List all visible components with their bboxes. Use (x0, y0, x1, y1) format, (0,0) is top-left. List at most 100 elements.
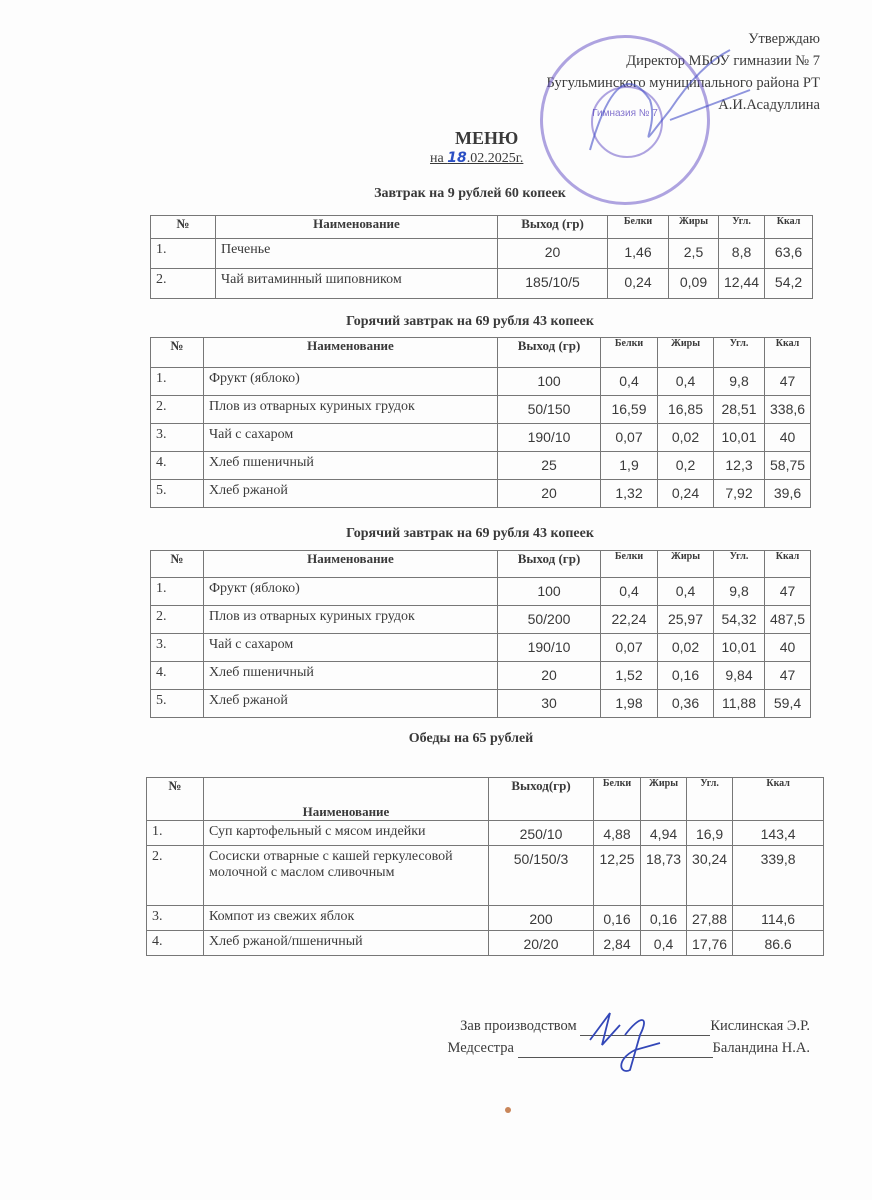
dish-name: Сосиски отварные с кашей геркулесовой мо… (203, 845, 489, 906)
carbs: 30,24 (686, 845, 734, 906)
column-header: Белки (593, 777, 641, 821)
carbs: 17,76 (686, 930, 734, 956)
dish-name: Хлеб ржаной (203, 479, 498, 508)
column-header: № (146, 777, 204, 821)
protein: 1,98 (600, 689, 658, 718)
column-header: Угл. (686, 777, 734, 821)
portion-weight: 20 (497, 661, 601, 690)
dish-name: Чай с сахаром (203, 633, 498, 662)
handwritten-signature (589, 1012, 661, 1072)
date-prefix: на (430, 151, 448, 166)
dish-name: Хлеб пшеничный (203, 451, 498, 480)
protein: 1,52 (600, 661, 658, 690)
row-number: 5. (150, 479, 204, 508)
protein: 0,24 (607, 268, 669, 299)
column-header: Выход(гр) (488, 777, 594, 821)
kcal: 47 (763, 577, 812, 606)
column-header: Наименование (203, 550, 498, 578)
table-row: 1. Печенье 20 1,46 2,5 8,8 63,6 (150, 238, 814, 269)
table-header-row: № Наименование Выход (гр) Белки Жиры Угл. Ккал (150, 550, 812, 578)
row-number: 5. (150, 689, 204, 718)
kcal: 39,6 (763, 479, 812, 508)
fat: 0,36 (657, 689, 714, 718)
kcal: 47 (763, 661, 812, 690)
row-number: 3. (146, 905, 204, 931)
fat: 0,16 (657, 661, 714, 690)
column-header: Ккал (763, 337, 812, 368)
portion-weight: 250/10 (488, 820, 594, 846)
approval-line: А.И.Асадуллина (718, 97, 820, 113)
fat: 18,73 (639, 845, 688, 906)
carbs: 10,01 (713, 423, 765, 452)
column-header: Ккал (763, 550, 812, 578)
carbs: 12,3 (713, 451, 765, 480)
kcal: 114,6 (732, 905, 825, 931)
menu-table: № Наименование Выход (гр) Белки Жиры Угл. Ккал… (150, 215, 814, 299)
row-number: 3. (150, 423, 204, 452)
dish-name: Компот из свежих яблок (203, 905, 489, 931)
row-number: 2. (146, 845, 204, 906)
column-header: Ккал (764, 215, 814, 239)
table-row: 1. Фрукт (яблоко) 100 0,4 0,4 9,8 47 (150, 367, 812, 396)
protein: 16,59 (600, 395, 658, 424)
kcal: 40 (763, 423, 812, 452)
protein: 0,4 (600, 577, 658, 606)
carbs: 9,84 (713, 661, 765, 690)
column-header: Белки (600, 550, 658, 578)
signature-line-production: Зав производством Кислинская Э.Р. (460, 1018, 810, 1036)
table-header-row: № Наименование Выход(гр) Белки Жиры Угл. Ккал (146, 777, 825, 821)
row-number: 1. (150, 367, 204, 396)
row-number: 1. (146, 820, 204, 846)
fat: 0,4 (657, 577, 714, 606)
table-row: 4. Хлеб пшеничный 25 1,9 0,2 12,3 58,75 (150, 451, 812, 480)
table-header-row: № Наименование Выход (гр) Белки Жиры Угл. Ккал (150, 215, 814, 239)
fat: 4,94 (639, 820, 688, 846)
stamp-text: Гимназия № 7 (592, 108, 658, 119)
row-number: 1. (150, 577, 204, 606)
table-row: 5. Хлеб ржаной 30 1,98 0,36 11,88 59,4 (150, 689, 812, 718)
signature-role: Медсестра (447, 1040, 514, 1056)
stamp-inner-ring (591, 86, 663, 158)
protein: 1,46 (607, 238, 669, 269)
kcal: 338,6 (763, 395, 812, 424)
table-row: 2. Чай витаминный шиповником 185/10/5 0,24 0… (150, 268, 814, 299)
page-title: МЕНЮ (455, 128, 519, 148)
portion-weight: 50/150 (497, 395, 601, 424)
protein: 2,84 (593, 930, 641, 956)
portion-weight: 25 (497, 451, 601, 480)
column-header: Выход (гр) (497, 550, 601, 578)
column-header: Выход (гр) (497, 337, 601, 368)
column-header: Наименование (203, 337, 498, 368)
menu-table: № Наименование Выход (гр) Белки Жиры Угл. Ккал… (150, 337, 812, 508)
portion-weight: 20 (497, 238, 608, 269)
kcal: 143,4 (732, 820, 825, 846)
portion-weight: 20/20 (488, 930, 594, 956)
protein: 0,07 (600, 423, 658, 452)
fat: 0,16 (639, 905, 688, 931)
column-header: Угл. (713, 337, 765, 368)
portion-weight: 100 (497, 577, 601, 606)
column-header: Жиры (657, 550, 714, 578)
fat: 0,24 (657, 479, 714, 508)
kcal: 487,5 (763, 605, 812, 634)
column-header: Угл. (717, 215, 766, 239)
protein: 4,88 (593, 820, 641, 846)
dish-name: Фрукт (яблоко) (203, 367, 498, 396)
protein: 0,4 (600, 367, 658, 396)
column-header: Жиры (657, 337, 714, 368)
dish-name: Фрукт (яблоко) (203, 577, 498, 606)
carbs: 8,8 (717, 238, 766, 269)
table-row: 2. Сосиски отварные с кашей геркулесовой … (146, 845, 825, 906)
dish-name: Хлеб ржаной (203, 689, 498, 718)
dish-name: Суп картофельный с мясом индейки (203, 820, 489, 846)
portion-weight: 50/200 (497, 605, 601, 634)
kcal: 63,6 (764, 238, 814, 269)
carbs: 7,92 (713, 479, 765, 508)
carbs: 11,88 (713, 689, 765, 718)
protein: 0,16 (593, 905, 641, 931)
kcal: 86.6 (732, 930, 825, 956)
fat: 0,09 (668, 268, 719, 299)
table-row: 4. Хлеб ржаной/пшеничный 20/20 2,84 0,4 17,76… (146, 930, 825, 956)
fat: 0,4 (657, 367, 714, 396)
row-number: 2. (150, 268, 216, 299)
